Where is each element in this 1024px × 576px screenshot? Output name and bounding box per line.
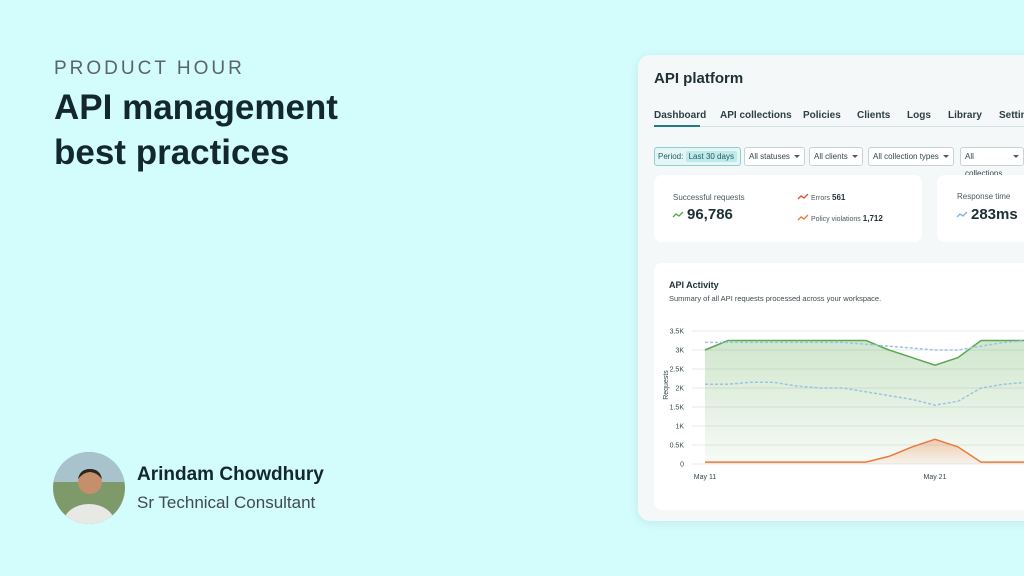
period-label: Period: — [658, 152, 684, 161]
violations-label: Policy violations — [811, 216, 861, 223]
y-axis-label: Requests — [663, 370, 670, 400]
y-tick-label: 0.5K — [670, 443, 685, 450]
errors-value: 561 — [832, 193, 846, 202]
stat-value: 283ms — [971, 206, 1018, 223]
series-line — [705, 381, 1024, 406]
stat-label: Errors 561 — [811, 193, 845, 202]
dropdown[interactable]: All collections — [960, 147, 1024, 178]
y-tick-label: 0 — [680, 462, 684, 469]
dropdown[interactable]: All clients — [809, 147, 863, 166]
trend-icon — [797, 193, 809, 200]
y-tick-label: 2.5K — [670, 367, 685, 374]
x-tick-label: May 21 — [924, 474, 947, 481]
chart-title: API Activity — [669, 280, 719, 290]
tab[interactable]: Logs — [907, 110, 931, 121]
y-tick-label: 3K — [675, 348, 684, 355]
tab-divider — [654, 126, 1024, 127]
period-filter[interactable]: Period: Last 30 days — [654, 147, 741, 166]
series-area — [705, 340, 1024, 464]
avatar — [53, 452, 125, 524]
y-tick-label: 1K — [675, 424, 684, 431]
series-line — [705, 339, 1024, 351]
stat-card — [937, 175, 1024, 242]
dashboard-title: API platform — [654, 70, 744, 87]
tab[interactable]: Settings — [999, 110, 1024, 121]
tab[interactable]: Dashboard — [654, 110, 707, 121]
chart-subtitle: Summary of all API requests processed ac… — [669, 294, 882, 303]
x-tick-label: May 11 — [694, 474, 717, 481]
chart: Requests 0 0.5K 1K 1.5K 2K 2.5K 3K 3.5K May 11 Ma… — [663, 329, 1024, 481]
series-area — [705, 439, 1024, 464]
period-value: Last 30 days — [685, 151, 737, 162]
tab[interactable]: Policies — [803, 110, 841, 121]
series-line — [705, 438, 1024, 463]
tab[interactable]: API collections — [720, 110, 792, 121]
title-line: best practices — [54, 133, 290, 172]
eyebrow: PRODUCT HOUR — [54, 58, 245, 79]
trend-icon — [956, 211, 968, 218]
trend-icon — [672, 211, 684, 218]
tab[interactable]: Library — [948, 110, 982, 121]
violations-value: 1,712 — [862, 214, 883, 223]
active-tab-indicator — [654, 125, 700, 127]
dropdown[interactable]: All collection types — [868, 147, 954, 166]
stat-value: 96,786 — [687, 206, 733, 223]
errors-label: Errors — [811, 195, 831, 202]
trend-icon — [797, 214, 809, 221]
y-tick-label: 3.5K — [670, 329, 685, 336]
stat-card — [654, 175, 922, 242]
stat-label: Policy violations 1,712 — [811, 214, 883, 223]
y-tick-label: 1.5K — [670, 405, 685, 412]
y-tick-label: 2K — [675, 386, 684, 393]
tab[interactable]: Clients — [857, 110, 891, 121]
stat-label: Successful requests — [673, 193, 745, 202]
title-line: API management — [54, 88, 338, 127]
stat-label: Response time — [957, 192, 1011, 201]
speaker-name: Arindam Chowdhury — [137, 464, 324, 485]
dropdown[interactable]: All statuses — [744, 147, 805, 166]
speaker-role: Sr Technical Consultant — [137, 493, 316, 512]
